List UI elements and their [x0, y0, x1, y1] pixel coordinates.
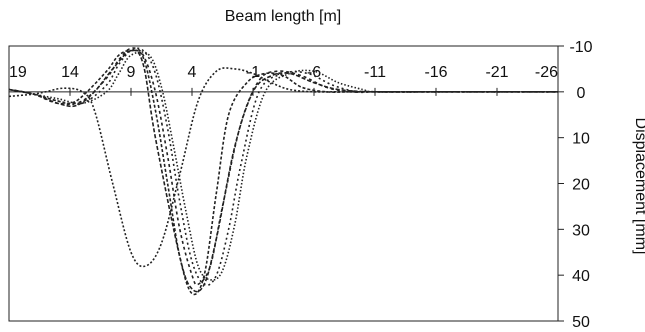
series-line-3: [8, 49, 558, 293]
x-tick-label: -21: [485, 64, 508, 81]
x-tick-label: -16: [424, 64, 447, 81]
x-tick-label: -11: [364, 64, 386, 81]
x-tick-label: 14: [61, 64, 79, 81]
series-line-4: [8, 47, 558, 286]
x-tick-label: -1: [246, 64, 260, 81]
y-tick-label: 0: [577, 85, 586, 102]
x-axis-ticks: 19 14 9 4 -1 -6 -11 -16 -21 -26: [8, 64, 559, 96]
series-line-6: [8, 51, 558, 281]
y-tick-label: 50: [572, 314, 590, 331]
x-tick-label: -6: [307, 64, 321, 81]
y-tick-label: 30: [572, 222, 590, 239]
y-tick-label: 10: [572, 131, 590, 148]
x-tick-label: 9: [127, 64, 136, 81]
y-tick-label: -10: [569, 39, 592, 56]
x-tick-label: 4: [188, 64, 197, 81]
x-tick-label: 19: [9, 64, 27, 81]
series-line-2: [8, 49, 558, 296]
y-tick-label: 40: [572, 268, 590, 285]
y-axis-ticks: -10 0 10 20 30 40 50: [558, 39, 593, 331]
series-line-5: [8, 47, 558, 286]
y-axis-label: Displacement [mm]: [632, 118, 645, 255]
x-tick-label: -26: [535, 64, 558, 81]
y-tick-label: 20: [572, 177, 590, 194]
x-axis-label: Beam length [m]: [225, 8, 342, 25]
series-layer: [8, 47, 558, 296]
